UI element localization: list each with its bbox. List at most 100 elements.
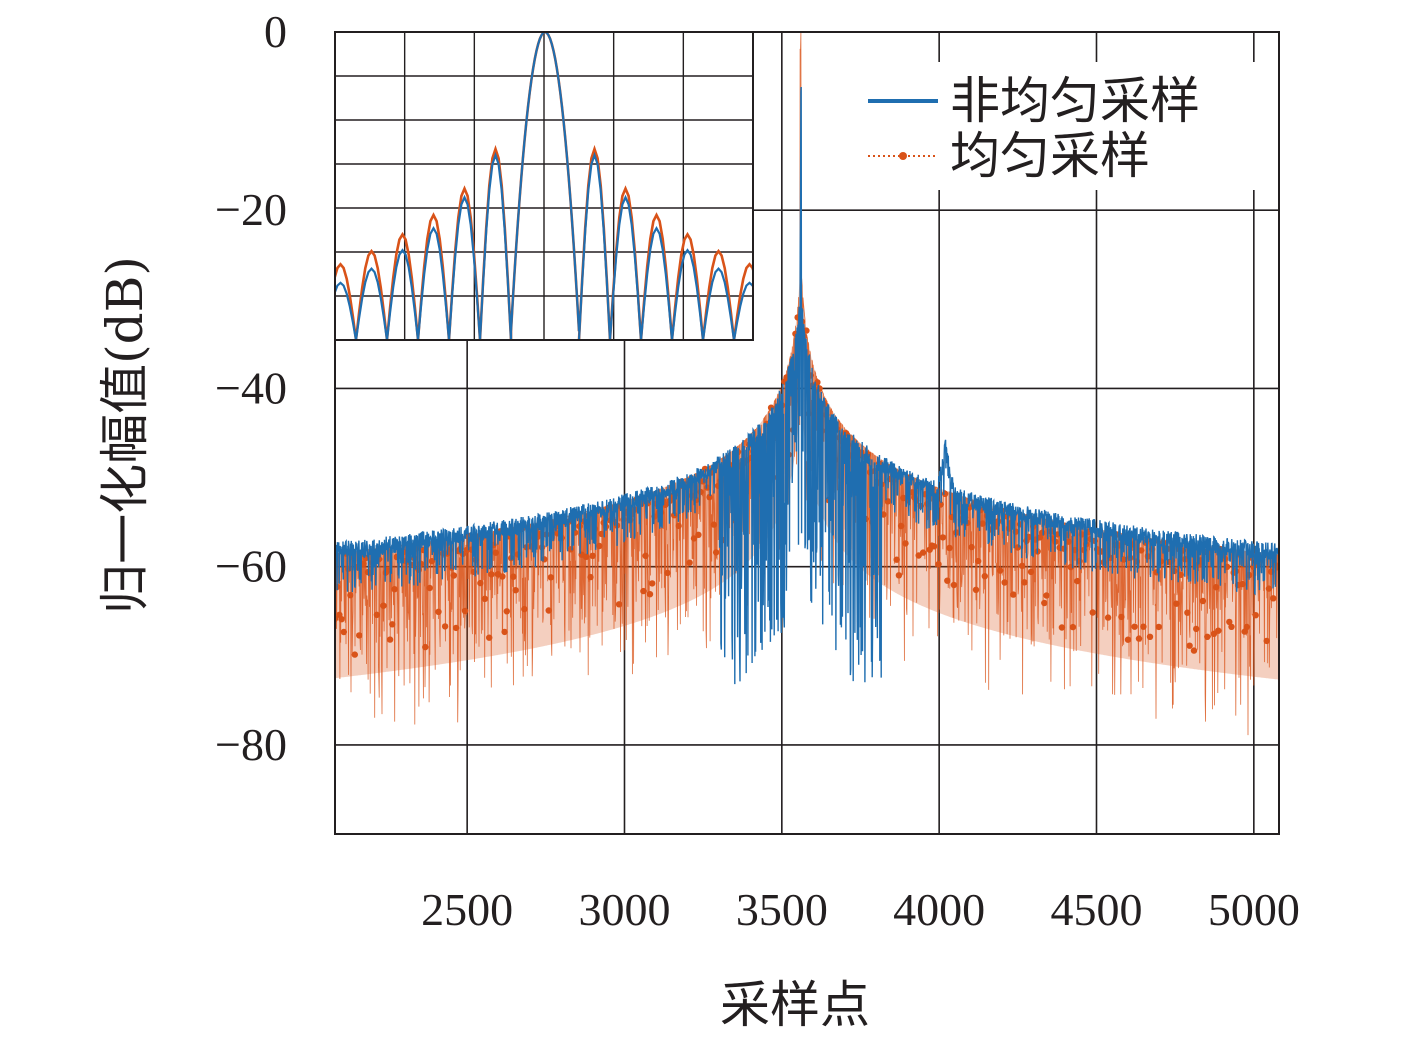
uniform-marker <box>389 621 396 628</box>
uniform-marker <box>615 601 623 608</box>
y-axis-ticks: 0 −20 −40 −60 −80 <box>215 6 287 770</box>
uniform-marker <box>1186 642 1193 649</box>
legend-marker-uniform <box>899 152 907 160</box>
uniform-marker <box>1140 623 1147 630</box>
uniform-marker <box>895 572 903 579</box>
uniform-marker <box>545 607 552 614</box>
uniform-marker <box>1270 595 1277 602</box>
uniform-marker <box>426 584 433 592</box>
uniform-marker <box>1069 623 1077 631</box>
uniform-marker <box>598 530 605 538</box>
uniform-marker <box>541 556 548 563</box>
uniform-marker <box>710 521 718 528</box>
uniform-marker <box>1074 577 1081 585</box>
uniform-marker <box>481 595 488 602</box>
inset-zoom <box>334 31 754 341</box>
uniform-marker <box>1263 637 1270 645</box>
uniform-marker <box>492 549 499 556</box>
uniform-marker <box>1131 623 1138 630</box>
uniform-marker <box>461 607 469 615</box>
uniform-marker <box>941 490 949 497</box>
uniform-marker <box>1173 600 1180 607</box>
uniform-marker <box>380 602 387 609</box>
uniform-marker <box>1019 562 1026 569</box>
uniform-marker <box>1027 568 1035 576</box>
y-tick-label: −80 <box>215 719 287 770</box>
uniform-marker <box>686 559 693 566</box>
uniform-marker <box>596 542 603 550</box>
x-tick-label: 3000 <box>578 884 670 935</box>
uniform-marker <box>1065 538 1072 545</box>
uniform-marker <box>589 552 596 559</box>
uniform-marker <box>944 577 951 584</box>
uniform-marker <box>340 628 347 636</box>
uniform-marker <box>939 534 947 541</box>
uniform-marker <box>1228 623 1235 630</box>
y-axis-title: 归一化幅值(dB) <box>96 256 154 614</box>
y-tick-label: −20 <box>215 184 287 235</box>
uniform-marker <box>935 561 942 568</box>
legend-label-nonuniform: 非均匀采样 <box>950 72 1200 130</box>
x-tick-label: 3500 <box>736 884 828 935</box>
uniform-marker <box>428 558 436 565</box>
uniform-marker <box>1058 624 1066 631</box>
uniform-marker <box>908 489 916 496</box>
uniform-marker <box>1135 635 1143 642</box>
uniform-marker <box>386 636 394 643</box>
uniform-marker <box>675 522 682 530</box>
y-tick-label: −40 <box>215 362 287 413</box>
uniform-marker <box>384 566 392 574</box>
uniform-marker <box>706 493 713 501</box>
uniform-marker <box>1239 580 1246 588</box>
uniform-marker <box>1204 633 1211 640</box>
x-axis-title: 采样点 <box>720 976 870 1034</box>
uniform-marker <box>1001 579 1008 586</box>
uniform-marker <box>1155 623 1163 631</box>
uniform-marker <box>486 634 493 641</box>
uniform-marker <box>646 591 654 598</box>
uniform-marker <box>512 587 519 594</box>
uniform-marker <box>1089 609 1096 616</box>
uniform-marker <box>1118 613 1125 621</box>
uniform-marker <box>347 592 354 599</box>
inset-frame <box>334 31 754 341</box>
series-nonuniform-line <box>335 86 1279 685</box>
x-tick-label: 5000 <box>1208 884 1300 935</box>
series-layer <box>335 32 1279 736</box>
uniform-marker <box>1215 627 1222 634</box>
uniform-marker <box>1177 571 1185 578</box>
uniform-marker <box>499 573 506 580</box>
uniform-marker <box>664 569 671 577</box>
uniform-marker <box>391 586 398 593</box>
uniform-marker <box>450 572 458 579</box>
uniform-marker <box>897 522 905 530</box>
uniform-marker <box>979 520 986 527</box>
legend: 非均匀采样 均匀采样 <box>855 62 1255 190</box>
uniform-marker <box>435 608 442 615</box>
uniform-marker <box>415 566 422 573</box>
uniform-marker <box>930 543 938 550</box>
uniform-marker <box>488 571 495 578</box>
uniform-marker <box>893 556 900 563</box>
uniform-marker <box>975 557 982 565</box>
uniform-marker <box>1265 585 1273 592</box>
uniform-marker <box>510 573 517 580</box>
uniform-marker <box>690 535 698 542</box>
uniform-marker <box>1021 579 1028 586</box>
uniform-marker <box>1010 591 1017 598</box>
uniform-marker <box>373 611 381 618</box>
uniform-marker <box>1190 647 1198 654</box>
y-tick-label: 0 <box>264 6 287 57</box>
uniform-marker <box>972 586 980 593</box>
uniform-marker <box>997 567 1004 574</box>
uniform-marker <box>567 546 574 553</box>
uniform-marker <box>338 616 345 623</box>
uniform-marker <box>1184 609 1191 616</box>
uniform-marker <box>1226 618 1233 626</box>
uniform-marker <box>1138 547 1145 554</box>
uniform-marker <box>1199 597 1207 605</box>
uniform-marker <box>902 540 909 547</box>
uniform-marker <box>417 560 425 567</box>
legend-label-uniform: 均匀采样 <box>950 127 1150 185</box>
uniform-marker <box>477 579 484 587</box>
